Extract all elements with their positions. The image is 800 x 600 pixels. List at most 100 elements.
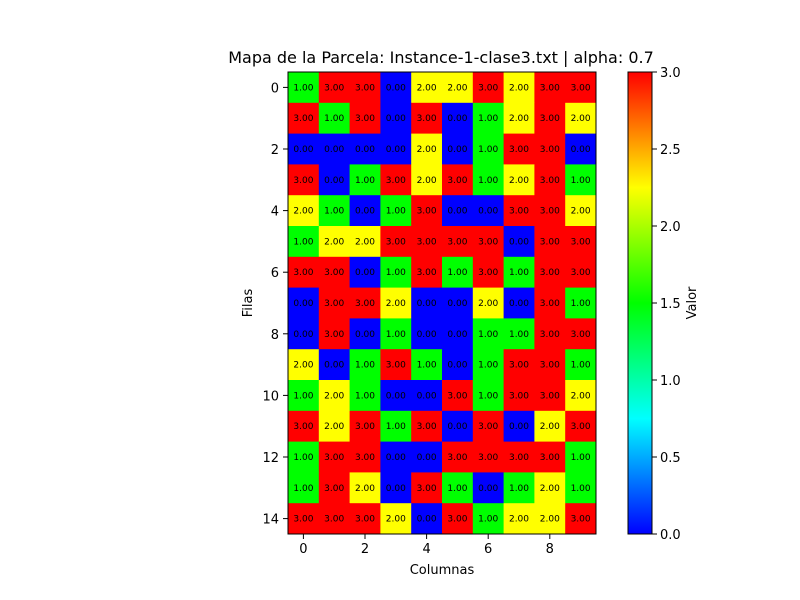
cell-value-label: 0.00 (509, 299, 529, 309)
cell-value-label: 2.00 (293, 207, 313, 217)
heatmap-cell (442, 441, 474, 473)
heatmap-cell (288, 318, 320, 350)
heatmap-cell (349, 472, 381, 504)
cell-value-label: 3.00 (324, 484, 344, 494)
heatmap-cell (380, 72, 412, 104)
cell-value-label: 2.00 (355, 237, 375, 247)
heatmap-cell (380, 503, 412, 535)
cell-value-label: 0.00 (293, 145, 313, 155)
heatmap-cell (380, 472, 412, 504)
heatmap-cell (472, 349, 504, 381)
heatmap-cell (288, 441, 320, 473)
colorbar-tick-label: 3.0 (660, 66, 681, 81)
heatmap-cell (380, 410, 412, 442)
cell-value-label: 1.00 (386, 422, 406, 432)
plot-frame (287, 71, 597, 535)
cell-value-label: 3.00 (324, 83, 344, 93)
heatmap-cell (411, 441, 443, 473)
cell-value-label: 1.00 (478, 176, 498, 186)
cell-value-label: 1.00 (293, 83, 313, 93)
cell-value-label: 3.00 (540, 207, 560, 217)
heatmap-cell (349, 102, 381, 134)
x-axis-label: Columnas (410, 563, 475, 578)
cell-value-label: 1.00 (386, 268, 406, 278)
cell-value-label: 2.00 (293, 361, 313, 371)
heatmap-cell (380, 256, 412, 288)
cell-value-label: 0.00 (386, 391, 406, 401)
x-axis: 0 2 4 6 8 (299, 534, 554, 557)
heatmap-cell (288, 72, 320, 104)
heatmap-cell (288, 380, 320, 412)
cell-value-label: 0.00 (447, 422, 467, 432)
cell-value-label: 2.00 (509, 515, 529, 525)
heatmap-cell (380, 349, 412, 381)
cell-value-label: 3.00 (540, 361, 560, 371)
heatmap-cell (318, 472, 350, 504)
cell-value-label: 1.00 (509, 484, 529, 494)
colorbar-tick-label: 0.5 (660, 451, 681, 466)
cell-value-label: 3.00 (293, 515, 313, 525)
x-tick-label: 2 (361, 542, 369, 557)
heatmap-cell (503, 472, 535, 504)
heatmap-cell (349, 287, 381, 319)
cell-value-label: 3.00 (324, 268, 344, 278)
heatmap-cell (472, 380, 504, 412)
cell-value-label: 2.00 (571, 207, 591, 217)
heatmap-cell (411, 72, 443, 104)
heatmap-cell (411, 472, 443, 504)
colorbar-tick-label: 0.0 (660, 528, 681, 543)
cell-value-label: 1.00 (293, 391, 313, 401)
cell-value-label: 3.00 (571, 237, 591, 247)
cell-value-label: 3.00 (355, 83, 375, 93)
heatmap-cell (534, 287, 566, 319)
cell-value-label: 3.00 (417, 237, 437, 247)
cell-value-label: 0.00 (417, 330, 437, 340)
cell-value-label: 3.00 (540, 176, 560, 186)
cell-value-label: 3.00 (293, 422, 313, 432)
heatmap-cell (534, 472, 566, 504)
cell-value-label: 2.00 (571, 114, 591, 124)
cell-value-label: 3.00 (540, 453, 560, 463)
cell-value-label: 3.00 (509, 361, 529, 371)
cell-value-label: 1.00 (324, 207, 344, 217)
heatmap-cells (288, 72, 597, 535)
heatmap-cell (472, 287, 504, 319)
cell-value-label: 3.00 (509, 391, 529, 401)
colorbar-axis: 0.0 0.5 1.0 1.5 2.0 2.5 3.0 (652, 66, 681, 543)
cell-value-label: 3.00 (324, 330, 344, 340)
heatmap-cell (411, 410, 443, 442)
cell-value-label: 0.00 (478, 484, 498, 494)
heatmap-cell (442, 410, 474, 442)
heatmap-cell (349, 164, 381, 196)
cell-value-label: 3.00 (417, 114, 437, 124)
y-tick-label: 10 (262, 389, 279, 404)
heatmap-cell (288, 349, 320, 381)
heatmap-cell (442, 472, 474, 504)
heatmap-cell (472, 164, 504, 196)
heatmap-cell (288, 102, 320, 134)
cell-value-label: 3.00 (540, 114, 560, 124)
cell-value-label: 0.00 (386, 145, 406, 155)
heatmap-cell (442, 287, 474, 319)
heatmap-cell (472, 410, 504, 442)
cell-value-label: 3.00 (540, 391, 560, 401)
heatmap-cell (411, 226, 443, 258)
cell-value-label: 0.00 (571, 145, 591, 155)
heatmap-cell (318, 164, 350, 196)
cell-value-label: 0.00 (447, 145, 467, 155)
cell-value-label: 3.00 (293, 114, 313, 124)
cell-value-label: 3.00 (571, 330, 591, 340)
cell-value-label: 3.00 (386, 361, 406, 371)
heatmap-cell (411, 349, 443, 381)
heatmap-cell (442, 256, 474, 288)
heatmap-cell (565, 380, 597, 412)
cell-value-label: 0.00 (386, 484, 406, 494)
heatmap-cell (442, 226, 474, 258)
heatmap-cell (380, 102, 412, 134)
heatmap-cell (534, 410, 566, 442)
heatmap-cell (318, 318, 350, 350)
heatmap-cell (349, 195, 381, 227)
heatmap-cell (288, 287, 320, 319)
cell-value-label: 0.00 (386, 83, 406, 93)
heatmap-cell (380, 133, 412, 165)
